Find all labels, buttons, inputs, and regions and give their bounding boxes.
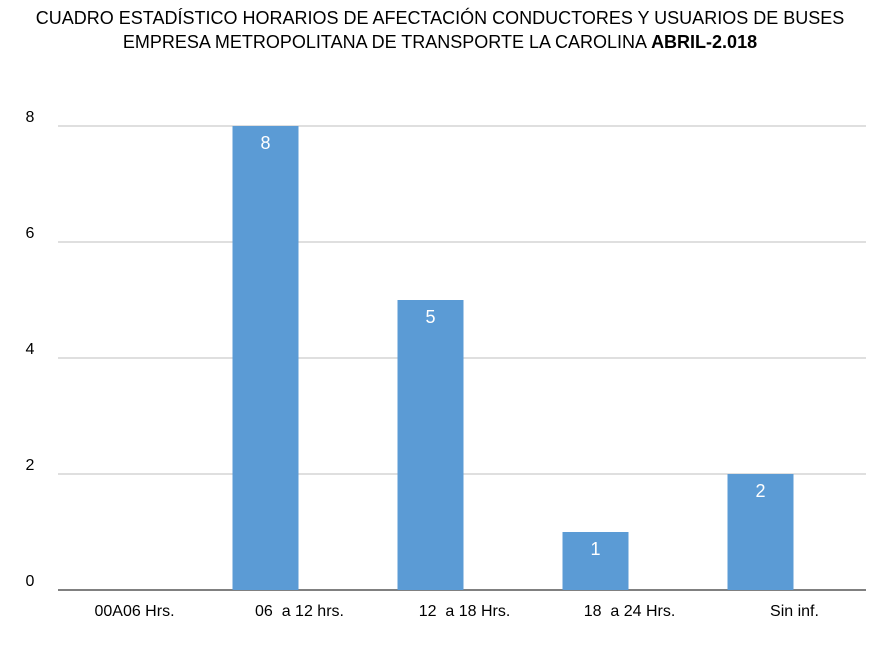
y-tick-label: 0 <box>26 573 35 590</box>
y-tick-label: 2 <box>26 457 35 474</box>
data-label: 5 <box>425 307 435 327</box>
x-tick-label: 06 a 12 hrs. <box>255 603 344 620</box>
data-label: 2 <box>755 481 765 501</box>
chart-title: CUADRO ESTADÍSTICO HORARIOS DE AFECTACIÓ… <box>20 6 860 54</box>
data-label: 8 <box>260 133 270 153</box>
y-tick-label: 4 <box>26 341 35 358</box>
bar <box>232 126 299 590</box>
bar <box>727 474 794 590</box>
y-tick-label: 6 <box>26 225 35 242</box>
title-emphasis: ABRIL-2.018 <box>651 32 758 52</box>
x-tick-label: 18 a 24 Hrs. <box>584 603 676 620</box>
data-label: 1 <box>590 539 600 559</box>
x-tick-label: Sin inf. <box>770 603 819 620</box>
title-text: CUADRO ESTADÍSTICO HORARIOS DE AFECTACIÓ… <box>35 8 845 52</box>
bar <box>562 532 629 590</box>
x-tick-label: 12 a 18 Hrs. <box>419 603 511 620</box>
y-tick-label: 8 <box>26 109 35 126</box>
bar <box>397 300 464 590</box>
x-tick-label: 00A06 Hrs. <box>94 603 174 620</box>
